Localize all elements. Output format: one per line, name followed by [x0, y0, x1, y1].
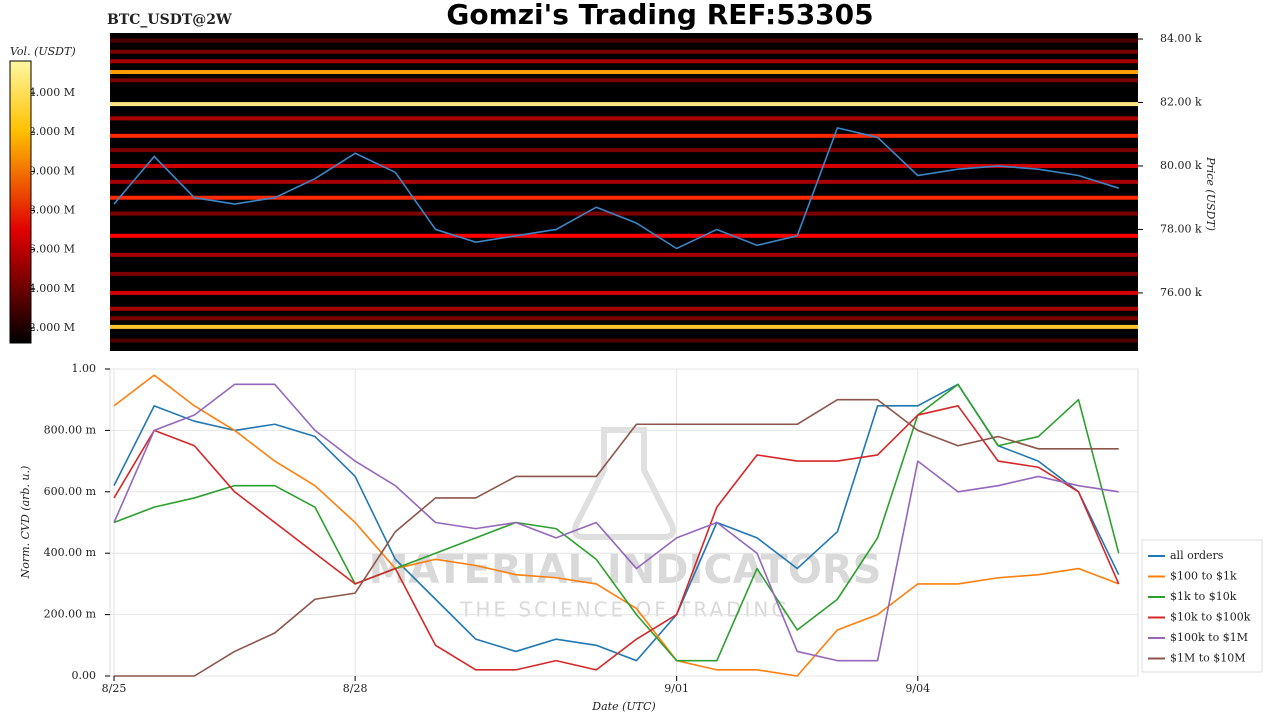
cvd-line: [113, 383, 1119, 662]
x-tick-label: 9/01: [664, 682, 689, 695]
colorbar-tick-label: 2.000 M: [29, 321, 75, 334]
legend-label: $1k to $10k: [1170, 590, 1237, 603]
liquidity-level: [110, 211, 1138, 216]
watermark-text: MATERIAL INDICATORS: [369, 547, 882, 593]
price-line: [113, 126, 1119, 250]
liquidity-level: [110, 233, 1138, 238]
colorbar-tick-label: 14.000 M: [22, 86, 75, 99]
legend-label: $10k to $100k: [1170, 611, 1251, 624]
colorbar-tick-label: 10.000 M: [22, 164, 75, 177]
liquidity-level: [110, 179, 1138, 184]
watermark-tagline: THE SCIENCE OF TRADING: [459, 598, 790, 622]
colorbar-tick-label: 12.000 M: [22, 125, 75, 138]
y-tick-label: 76.00 k: [1160, 286, 1202, 299]
x-tick-label: 8/28: [343, 682, 368, 695]
liquidity-level: [110, 271, 1138, 276]
y-tick-label: 84.00 k: [1160, 32, 1202, 45]
legend-label: $100 to $1k: [1170, 570, 1237, 583]
y-tick-label: 400.00 m: [44, 546, 97, 559]
y-tick-label: 200.00 m: [44, 608, 97, 621]
y-tick-label: 80.00 k: [1160, 159, 1202, 172]
liquidity-level: [110, 116, 1138, 121]
colorbar: [9, 60, 32, 344]
colorbar-label: Vol. (USDT): [10, 45, 76, 58]
liquidity-level: [110, 59, 1138, 64]
liquidity-level: [110, 306, 1138, 311]
colorbar-tick-label: 4.000 M: [29, 282, 75, 295]
heatmap-title: BTC_USDT@2W: [107, 12, 232, 28]
liquidity-level: [110, 324, 1138, 329]
page-title: Gomzi's Trading REF:53305: [446, 0, 873, 31]
cvd-line: [113, 405, 1120, 671]
liquidity-level: [110, 195, 1138, 200]
liquidity-level: [110, 290, 1138, 295]
liquidity-level: [110, 338, 1138, 343]
liquidity-level: [110, 102, 1138, 107]
cvd-line: [114, 398, 1119, 677]
cvd-line: [113, 383, 1120, 662]
liquidity-level: [110, 163, 1138, 168]
legend-label: all orders: [1170, 549, 1224, 562]
legend-label: $100k to $1M: [1170, 631, 1248, 644]
y-tick-label: 82.00 k: [1160, 96, 1202, 109]
liquidity-level: [110, 148, 1138, 153]
colorbar-tick-label: 8.000 M: [29, 204, 75, 217]
y-axis-label: Norm. CVD (arb. u.): [19, 466, 32, 580]
y-axis-label: Price (USDT): [1204, 156, 1217, 231]
x-tick-label: 8/25: [102, 682, 127, 695]
liquidity-level: [110, 70, 1138, 75]
y-tick-label: 0.00: [72, 669, 97, 682]
cvd-line: [113, 374, 1119, 677]
y-tick-label: 800.00 m: [44, 423, 97, 436]
flask-icon: [572, 427, 676, 540]
y-tick-label: 78.00 k: [1160, 222, 1202, 235]
liquidity-level: [110, 252, 1138, 257]
liquidity-level: [110, 133, 1138, 138]
liquidity-level: [110, 316, 1138, 321]
liquidity-level: [110, 38, 1138, 43]
liquidity-level: [110, 78, 1138, 83]
cvd-chart: [110, 368, 1138, 677]
cvd-frame: [109, 368, 1139, 677]
y-tick-label: 600.00 m: [44, 485, 97, 498]
liquidity-level: [110, 49, 1138, 54]
legend-box: [1141, 539, 1263, 673]
legend-label: $1M to $10M: [1170, 652, 1246, 665]
heatmap: [110, 38, 1138, 343]
colorbar-tick-label: 6.000 M: [29, 243, 75, 256]
heatmap-background: [110, 33, 1138, 351]
x-tick-label: 9/04: [905, 682, 930, 695]
y-tick-label: 1.00: [72, 362, 97, 375]
cvd-line: [113, 383, 1120, 662]
x-axis-label: Date (UTC): [591, 700, 655, 713]
